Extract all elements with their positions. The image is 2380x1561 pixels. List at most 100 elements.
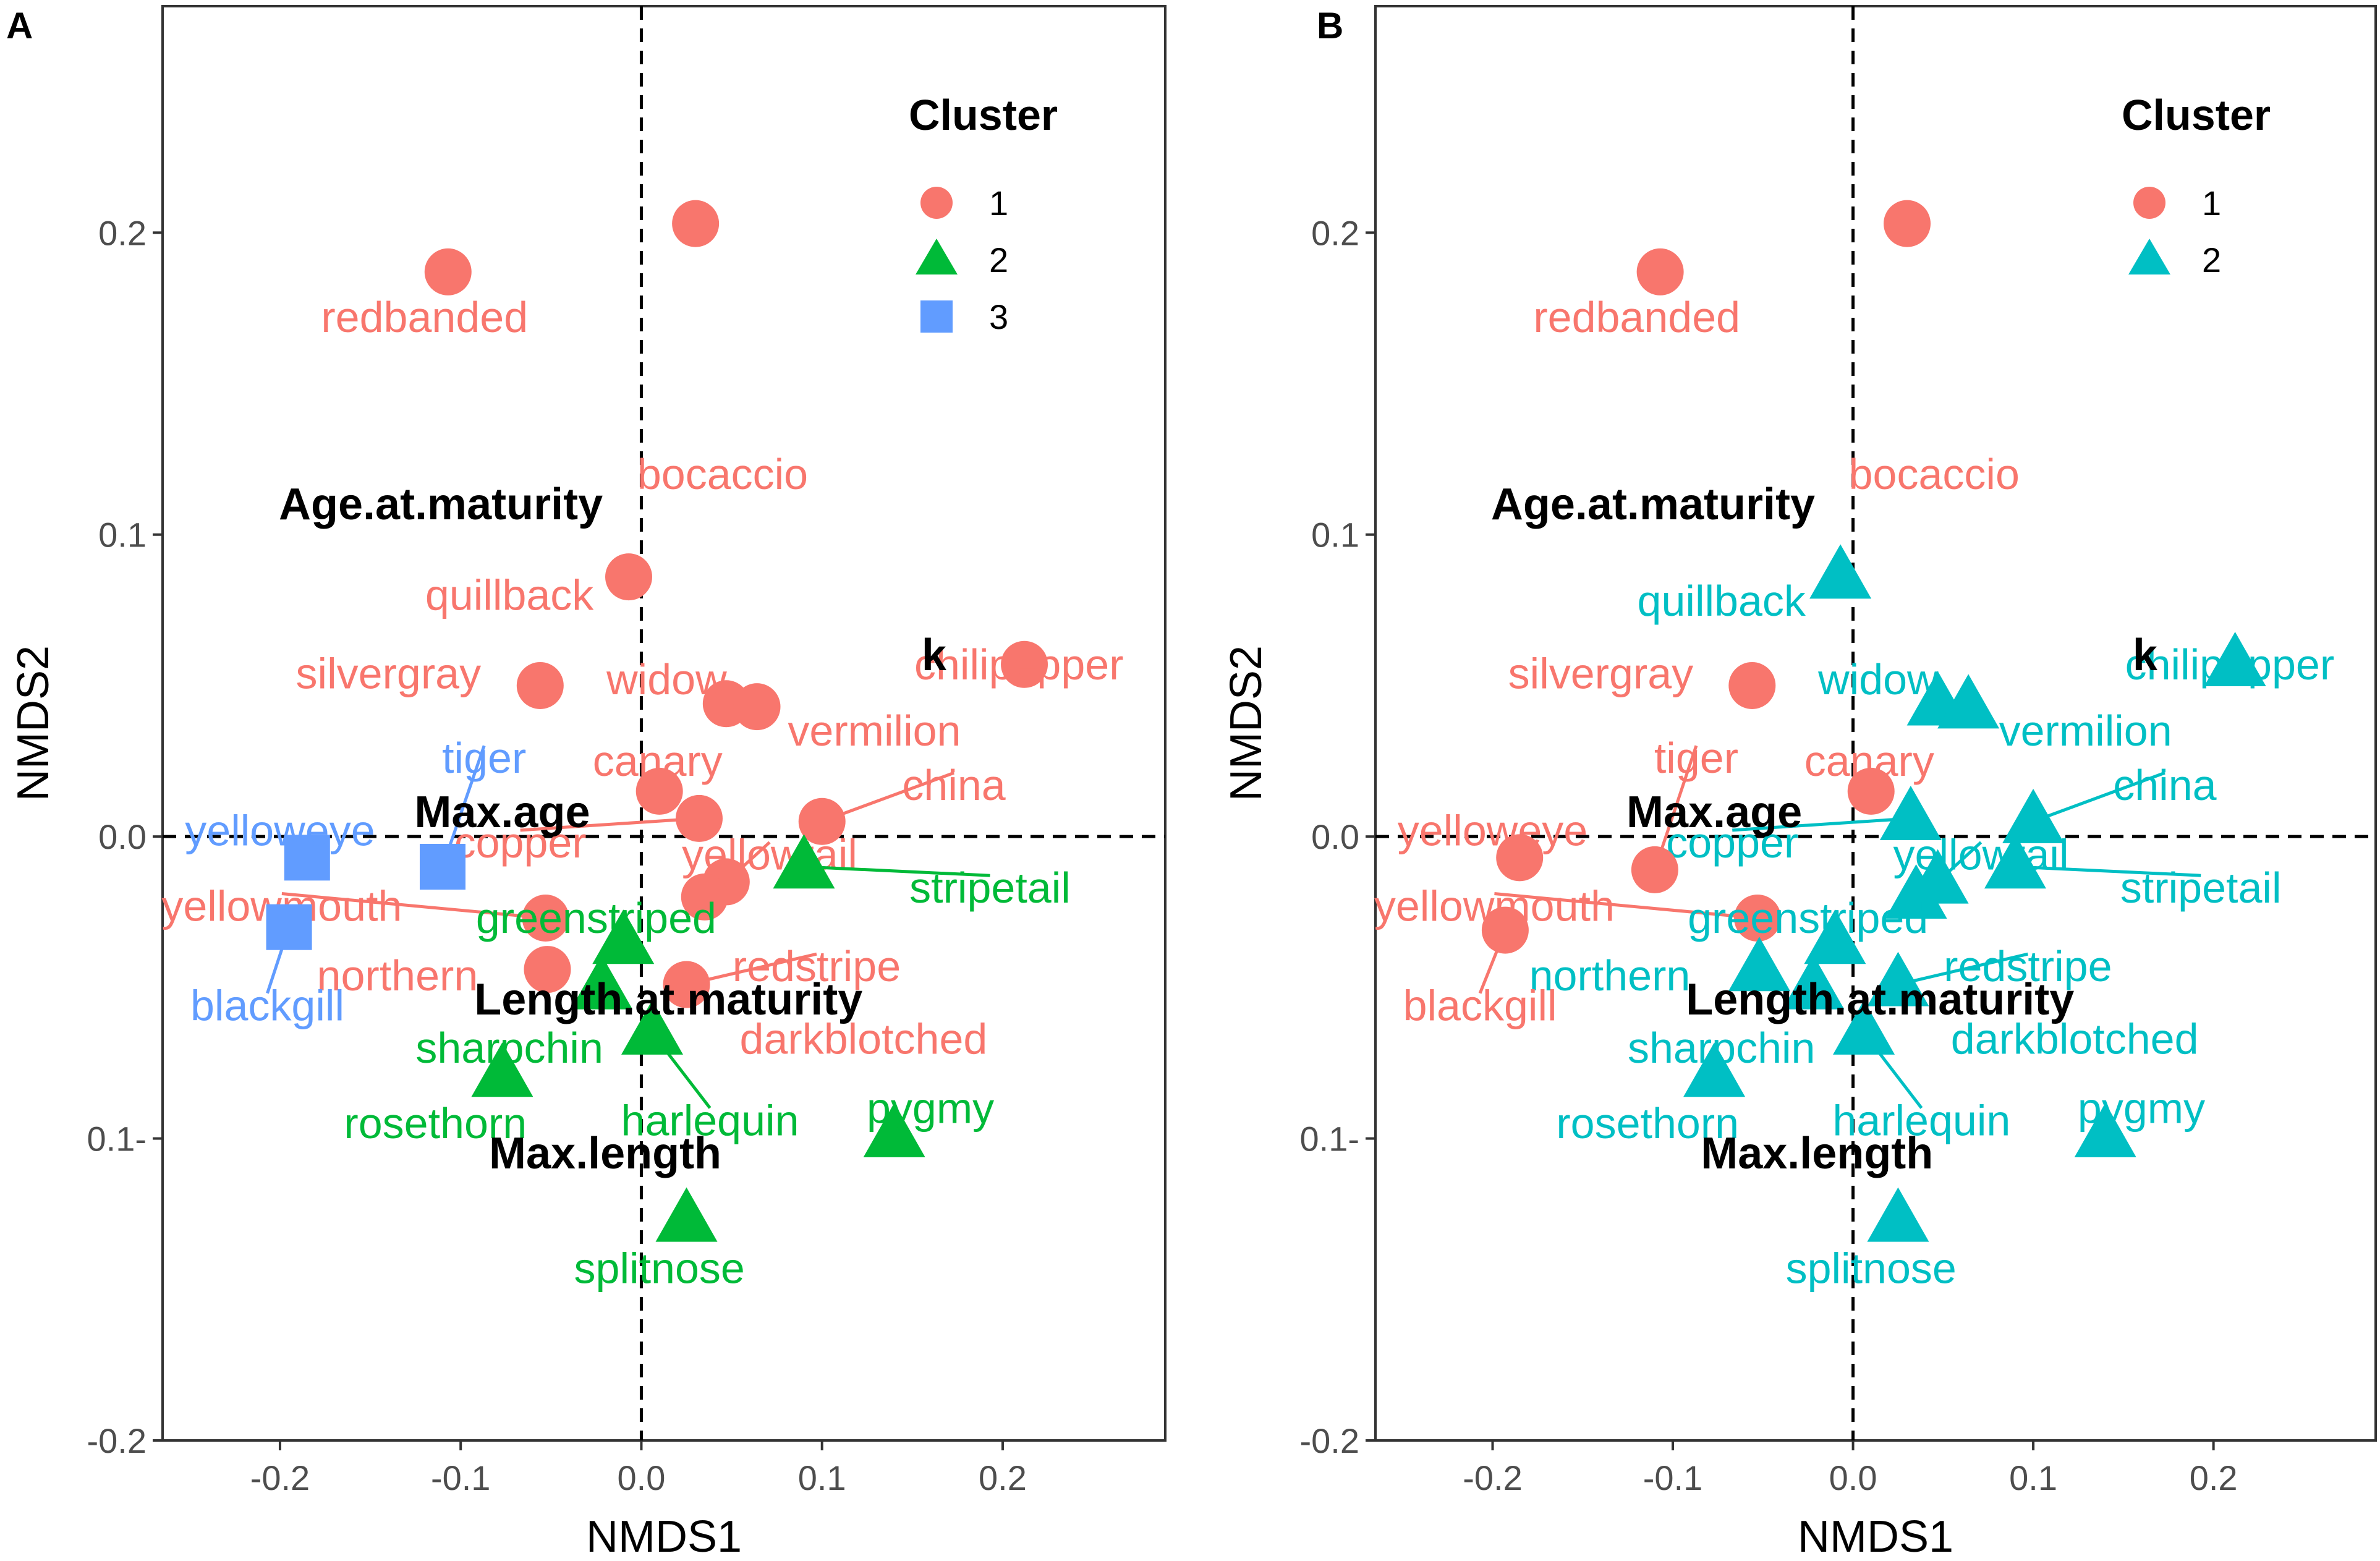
legend-title: Cluster: [909, 91, 1058, 139]
panel-a: -0.2 -0.1 0.0 0.1 0.2 -0.2 0.1- 0.0 0.1 0.2 NMDS1 N…: [6, 5, 1167, 1561]
y-tick-label: 0.1-: [1300, 1120, 1360, 1159]
point-splitnose: [655, 1187, 718, 1242]
point-label-rosethorn: rosethorn: [1556, 1099, 1739, 1147]
leader-line-stripetail: [2015, 865, 2201, 877]
point-darkblotched: [681, 873, 728, 921]
point-label-pygmy: pygmy: [2078, 1084, 2205, 1133]
point-redstripe: [663, 961, 710, 1008]
point-label-harlequin: harlequin: [621, 1096, 799, 1144]
leader-line-yellowmouth: [1494, 892, 1758, 920]
variable-label: k: [922, 631, 947, 680]
point-chilipepper: [1001, 640, 1048, 688]
point-label-widow: widow: [606, 655, 727, 704]
point-bocaccio: [1884, 200, 1931, 247]
point-greenstriped: [592, 909, 655, 964]
leader-line-redstripe: [1897, 952, 2028, 986]
point-label-copper: copper: [454, 819, 587, 867]
point-label-silvergray: silvergray: [296, 649, 482, 697]
point-label-tiger: tiger: [442, 734, 526, 782]
leader-line-stripetail: [804, 865, 990, 877]
legend-key-2: [2128, 239, 2170, 274]
point-copper: [675, 794, 723, 842]
y-tick-label: 0.1: [1311, 516, 1359, 555]
point-label-redstripe: redstripe: [1944, 942, 2112, 990]
point-blackgill: [1481, 906, 1529, 954]
point-tiger: [419, 844, 465, 890]
point-yellowmouth: [522, 895, 569, 942]
point-yelloweye: [1496, 834, 1544, 882]
plot-panel-border: [1374, 5, 2377, 1442]
point-sharpchin: [571, 955, 633, 1010]
point-label-redbanded: redbanded: [1533, 293, 1740, 341]
x-tick-label: -0.1: [1643, 1458, 1703, 1497]
variable-label: Max.age: [414, 788, 590, 837]
point-label-chilipepper: chilipepper: [914, 640, 1124, 689]
x-tick-label: 0.1: [2009, 1458, 2057, 1497]
point-label-redstripe: redstripe: [733, 942, 901, 990]
point-stripetail: [773, 834, 835, 889]
point-sharpchin: [1782, 955, 1845, 1010]
point-redstripe: [1867, 951, 1929, 1006]
point-label-greenstriped: greenstriped: [1688, 894, 1928, 942]
point-china: [798, 798, 846, 845]
point-label-greenstriped: greenstriped: [476, 894, 716, 942]
variable-label: Length.at.maturity: [474, 975, 862, 1024]
point-label-pygmy: pygmy: [867, 1084, 994, 1133]
legend-label-2: 2: [2202, 240, 2221, 279]
point-darkblotched: [1885, 864, 1947, 919]
y-axis-title: NMDS2: [9, 645, 58, 801]
point-bocaccio: [672, 200, 720, 247]
x-tick-label: 0.0: [618, 1458, 666, 1497]
panel-b: -0.2 -0.1 0.0 0.1 0.2 -0.2 0.1- 0.0 0.1 0.2 NMDS1 N…: [1222, 5, 2377, 1561]
legend-label-1: 1: [2202, 184, 2221, 223]
panel-tag: B: [1317, 5, 1343, 46]
point-greenstriped: [1804, 909, 1866, 964]
point-harlequin: [621, 1000, 684, 1055]
y-tick-label: -0.2: [1300, 1421, 1360, 1460]
variable-label: Length.at.maturity: [1686, 975, 2074, 1024]
x-tick-label: 0.2: [979, 1458, 1027, 1497]
variable-label: Max.age: [1626, 788, 1802, 837]
point-label-bocaccio: bocaccio: [1849, 450, 2020, 498]
point-label-canary: canary: [1804, 737, 1934, 785]
point-northern: [1728, 937, 1790, 992]
point-rosethorn: [471, 1042, 533, 1097]
variable-label: Max.length: [1701, 1129, 1933, 1178]
variable-label: Max.length: [489, 1129, 721, 1178]
point-label-blackgill: blackgill: [190, 982, 344, 1030]
point-label-splitnose: splitnose: [1786, 1244, 1957, 1293]
point-harlequin: [1833, 1000, 1895, 1055]
x-tick-label: -0.1: [431, 1458, 491, 1497]
point-vermilion: [733, 683, 781, 731]
point-silvergray: [1728, 661, 1776, 709]
y-axis-title: NMDS2: [1222, 645, 1271, 801]
point-label-yelloweye: yelloweye: [1398, 806, 1587, 854]
point-tiger: [1631, 846, 1678, 893]
point-label-copper: copper: [1666, 819, 1798, 867]
point-pygmy: [863, 1102, 925, 1157]
point-label-canary: canary: [593, 737, 723, 785]
point-china: [2002, 788, 2065, 843]
variable-label: Age.at.maturity: [1491, 480, 1815, 529]
point-vermilion: [1937, 674, 2000, 729]
leader-line-yellowmouth: [281, 892, 546, 920]
point-label-harlequin: harlequin: [1832, 1096, 2010, 1144]
point-canary: [1847, 767, 1895, 815]
point-label-vermilion: vermilion: [788, 707, 961, 755]
point-label-quillback: quillback: [1638, 577, 1806, 625]
point-silvergray: [516, 661, 564, 709]
x-axis-title: NMDS1: [1798, 1512, 1953, 1561]
point-label-vermilion: vermilion: [1999, 707, 2172, 755]
point-label-quillback: quillback: [425, 571, 594, 619]
point-label-darkblotched: darkblotched: [740, 1014, 988, 1063]
variable-label: Age.at.maturity: [279, 480, 603, 529]
point-label-bocaccio: bocaccio: [637, 450, 808, 498]
point-chilipepper: [2204, 631, 2266, 686]
point-label-stripetail: stripetail: [2120, 864, 2282, 912]
legend-label-1: 1: [989, 184, 1008, 223]
legend-label-3: 3: [989, 297, 1008, 336]
x-axis-title: NMDS1: [586, 1512, 742, 1561]
point-blackgill: [266, 904, 312, 950]
